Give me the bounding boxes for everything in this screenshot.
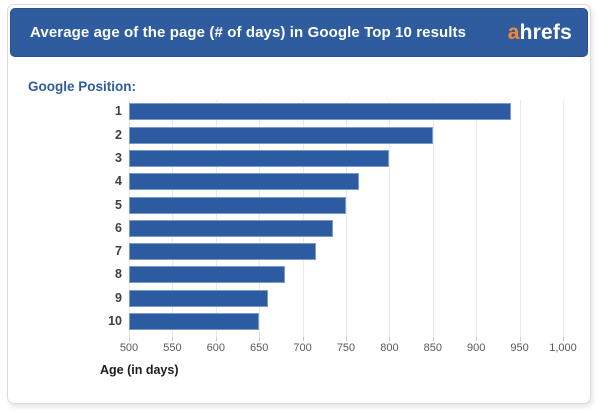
bar-position-5	[129, 196, 346, 214]
y-tick-label: 10	[108, 314, 122, 328]
ahrefs-logo: ahrefs	[508, 21, 572, 45]
gridline	[172, 100, 174, 337]
y-tick-label: 1	[115, 104, 122, 119]
x-tick-label: 500	[119, 342, 139, 354]
y-tick-label: 5	[115, 197, 122, 212]
chart-card: Average age of the page (# of days) in G…	[7, 4, 591, 404]
x-tick-mark	[302, 337, 304, 341]
bar-row: 4	[88, 173, 359, 191]
bar-row: 2	[88, 126, 433, 144]
gridline	[432, 100, 434, 337]
y-tick-label: 3	[115, 150, 122, 165]
x-tick-mark	[346, 337, 347, 341]
gridline	[215, 100, 217, 337]
x-axis: 500 550 600 650 700 750 800 850 900 950 1,000	[120, 337, 577, 361]
y-tick-label: 4	[115, 174, 122, 189]
bar-row: 10	[88, 313, 260, 330]
chart-title: Average age of the page (# of days) in G…	[30, 24, 467, 41]
y-tick-label: 8	[115, 267, 122, 282]
bar-position-9	[129, 289, 268, 307]
bar-row: 6	[88, 219, 333, 237]
bar-row: 7	[88, 243, 316, 261]
x-tick-label: 750	[336, 342, 356, 354]
x-tick-mark	[519, 337, 521, 341]
y-tick-label: 2	[115, 127, 122, 142]
x-tick-label: 700	[293, 342, 312, 354]
x-tick-label: 650	[250, 342, 269, 354]
bar-position-10	[129, 313, 260, 330]
bar-position-4	[129, 173, 359, 191]
bar-row: 3	[88, 149, 390, 167]
x-tick-mark	[129, 337, 130, 341]
y-tick-label: 6	[115, 220, 122, 235]
x-tick-label: 550	[163, 342, 182, 354]
x-tick-label: 900	[467, 342, 486, 354]
bar-row: 8	[88, 266, 286, 284]
gridline	[476, 100, 478, 337]
x-tick-label: 800	[380, 342, 399, 354]
header-banner: Average age of the page (# of days) in G…	[10, 8, 588, 57]
gridline	[259, 100, 261, 337]
x-tick-mark	[215, 337, 217, 341]
x-tick-mark	[432, 337, 434, 341]
bar-position-3	[129, 149, 390, 167]
gridline	[129, 100, 130, 337]
x-axis-title: Age (in days)	[100, 363, 179, 377]
y-axis-title: Google Position:	[28, 79, 136, 94]
x-tick-label: 850	[423, 342, 442, 354]
x-tick-mark	[476, 337, 478, 341]
bar-position-6	[129, 219, 333, 237]
x-tick-mark	[563, 337, 564, 341]
gridline	[389, 100, 391, 337]
bar-position-7	[129, 243, 316, 261]
x-tick-mark	[259, 337, 261, 341]
bar-position-1	[129, 103, 511, 121]
x-tick-label: 600	[206, 342, 225, 354]
x-tick-mark	[389, 337, 391, 341]
bar-row: 1	[88, 103, 511, 121]
x-tick-label: 1,000	[549, 342, 577, 354]
gridline	[302, 100, 304, 337]
y-tick-label: 9	[115, 290, 122, 305]
x-tick-mark	[172, 337, 174, 341]
x-tick-label: 950	[510, 342, 529, 354]
bar-position-2	[129, 126, 433, 144]
ahrefs-logo-accent: a	[507, 20, 520, 44]
gridline	[519, 100, 521, 337]
bar-row: 5	[88, 196, 346, 214]
bar-row: 9	[88, 289, 268, 307]
ahrefs-logo-rest: hrefs	[519, 20, 572, 44]
gridline	[346, 100, 347, 337]
y-tick-label: 7	[115, 244, 122, 259]
bar-position-8	[129, 266, 286, 284]
gridline	[563, 100, 564, 337]
